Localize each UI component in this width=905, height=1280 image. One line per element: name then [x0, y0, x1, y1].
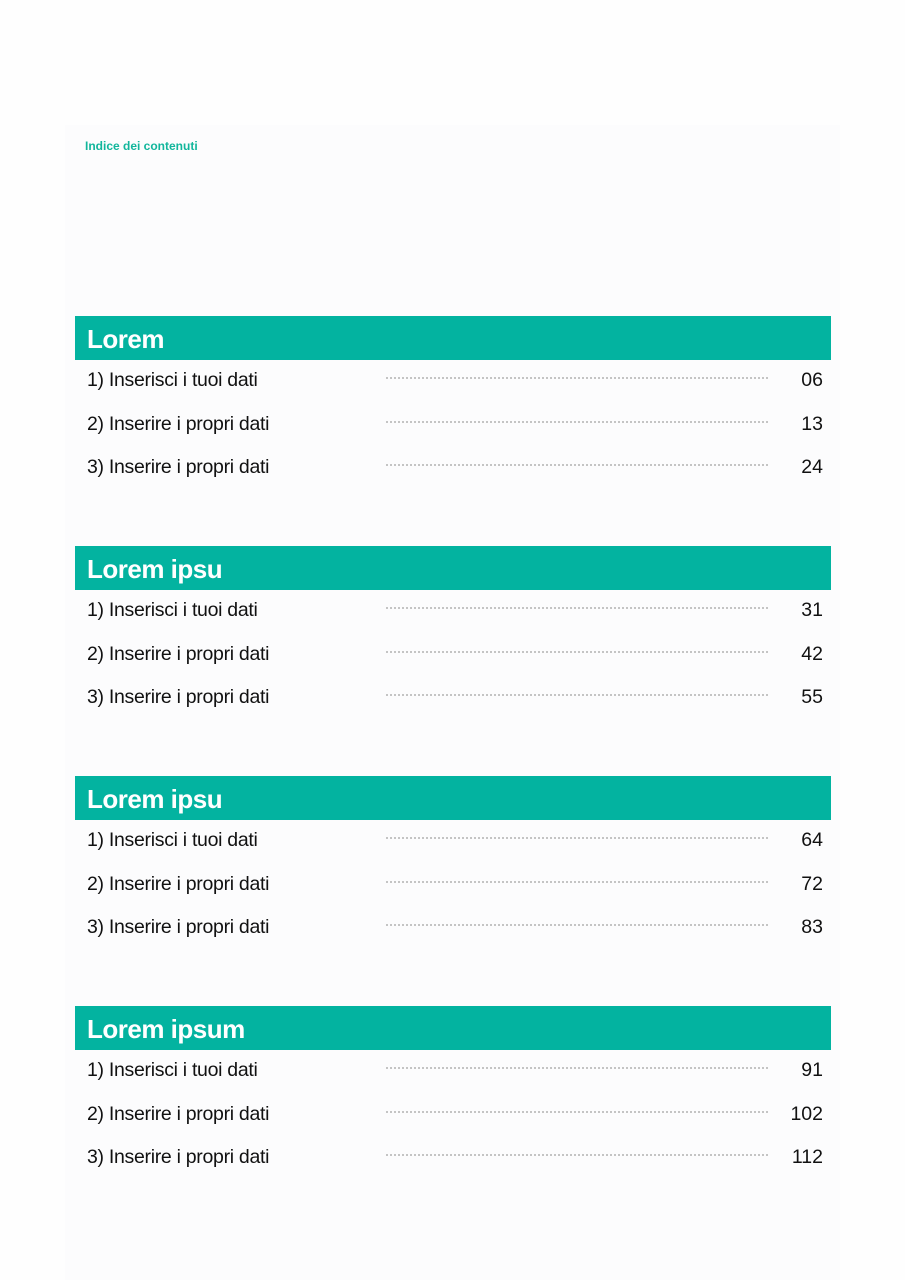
- entry-label: 1) Inserisci i tuoi dati: [87, 599, 258, 621]
- toc-entry[interactable]: 1) Inserisci i tuoi dati 91: [75, 1050, 831, 1094]
- toc-sections: Lorem 1) Inserisci i tuoi dati 06 2) Ins…: [75, 316, 831, 1236]
- entry-label: 3) Inserire i propri dati: [87, 456, 270, 478]
- toc-entry[interactable]: 2) Inserire i propri dati 13: [75, 404, 831, 448]
- dot-leader: [386, 1154, 768, 1156]
- toc-entry[interactable]: 1) Inserisci i tuoi dati 31: [75, 590, 831, 634]
- dot-leader: [386, 694, 768, 696]
- entry-page-number: 72: [801, 872, 823, 895]
- section-title: Lorem ipsu: [75, 546, 831, 590]
- dot-leader: [386, 837, 768, 839]
- entry-label: 1) Inserisci i tuoi dati: [87, 369, 258, 391]
- section-title: Lorem ipsum: [75, 1006, 831, 1050]
- dot-leader: [386, 377, 768, 379]
- entry-label: 1) Inserisci i tuoi dati: [87, 1059, 258, 1081]
- entry-label: 3) Inserire i propri dati: [87, 916, 270, 938]
- toc-entry[interactable]: 2) Inserire i propri dati 42: [75, 634, 831, 678]
- toc-entry[interactable]: 3) Inserire i propri dati 112: [75, 1137, 831, 1181]
- section-title: Lorem ipsu: [75, 776, 831, 820]
- dot-leader: [386, 650, 768, 653]
- toc-section: Lorem ipsu 1) Inserisci i tuoi dati 31 2…: [75, 546, 831, 776]
- entry-page-number: 55: [801, 686, 823, 708]
- dot-leader: [386, 464, 768, 466]
- section-title: Lorem: [75, 316, 831, 360]
- toc-section: Lorem ipsu 1) Inserisci i tuoi dati 64 2…: [75, 776, 831, 1006]
- dot-leader: [386, 607, 768, 609]
- entry-label: 3) Inserire i propri dati: [87, 1146, 270, 1168]
- dot-leader: [386, 420, 768, 423]
- dot-leader: [386, 880, 768, 883]
- toc-section: Lorem ipsum 1) Inserisci i tuoi dati 91 …: [75, 1006, 831, 1236]
- toc-entry[interactable]: 2) Inserire i propri dati 72: [75, 864, 831, 908]
- entry-page-number: 112: [791, 1146, 823, 1168]
- entry-label: 2) Inserire i propri dati: [87, 642, 270, 665]
- toc-entry[interactable]: 1) Inserisci i tuoi dati 64: [75, 820, 831, 864]
- entry-page-number: 24: [801, 456, 823, 478]
- entry-page-number: 64: [801, 829, 823, 851]
- dot-leader: [386, 1067, 768, 1069]
- entry-page-number: 31: [801, 599, 823, 621]
- toc-entry[interactable]: 3) Inserire i propri dati 55: [75, 677, 831, 721]
- toc-entry[interactable]: 2) Inserire i propri dati 102: [75, 1094, 831, 1138]
- entry-page-number: 06: [801, 369, 823, 391]
- entry-page-number: 83: [801, 916, 823, 938]
- entry-page-number: 42: [801, 642, 823, 665]
- dot-leader: [386, 924, 768, 926]
- entry-label: 3) Inserire i propri dati: [87, 686, 270, 708]
- toc-heading: Indice dei contenuti: [85, 139, 198, 153]
- entry-label: 1) Inserisci i tuoi dati: [87, 829, 258, 851]
- toc-entry[interactable]: 1) Inserisci i tuoi dati 06: [75, 360, 831, 404]
- entry-label: 2) Inserire i propri dati: [87, 1102, 270, 1125]
- toc-entry[interactable]: 3) Inserire i propri dati 83: [75, 907, 831, 951]
- entry-label: 2) Inserire i propri dati: [87, 872, 270, 895]
- entry-label: 2) Inserire i propri dati: [87, 412, 270, 435]
- entry-page-number: 91: [801, 1059, 823, 1081]
- entry-page-number: 102: [790, 1102, 823, 1125]
- dot-leader: [386, 1110, 768, 1113]
- toc-entry[interactable]: 3) Inserire i propri dati 24: [75, 447, 831, 491]
- entry-page-number: 13: [801, 412, 823, 435]
- toc-section: Lorem 1) Inserisci i tuoi dati 06 2) Ins…: [75, 316, 831, 546]
